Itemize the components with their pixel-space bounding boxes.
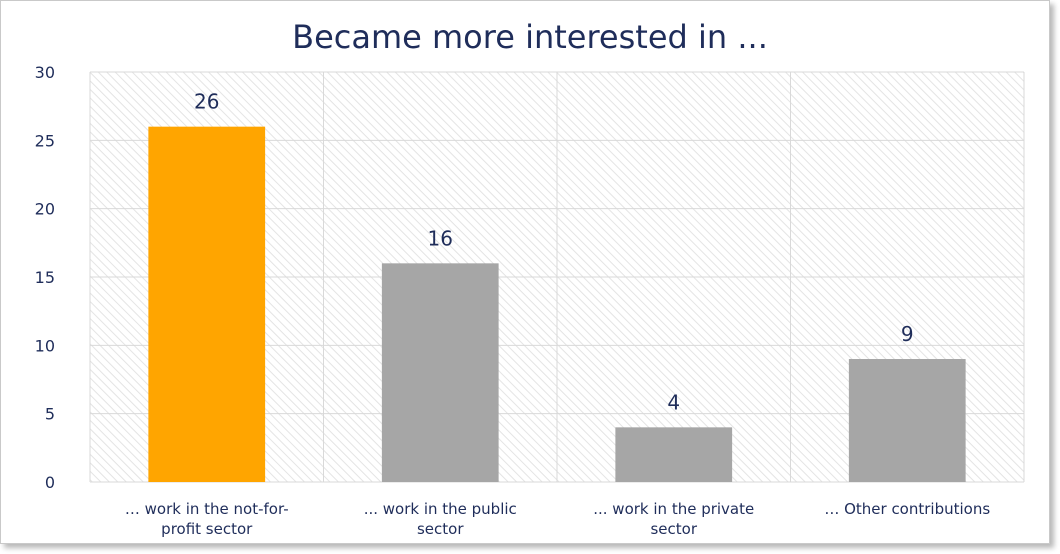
- x-tick-label: … Other contributions: [824, 500, 990, 518]
- x-tick-label: … work in the not-for-profit sector: [125, 500, 289, 538]
- y-tick-label: 30: [35, 63, 55, 82]
- y-tick-label: 5: [45, 405, 55, 424]
- x-tick-label: ... work in the private sector: [593, 500, 754, 538]
- data-label: 9: [901, 322, 914, 346]
- chart-title: Became more interested in ...: [292, 18, 768, 56]
- data-label: 26: [194, 90, 219, 114]
- y-tick-label: 25: [35, 131, 55, 150]
- bar: [148, 126, 266, 483]
- bar: [615, 427, 733, 482]
- bar: [848, 359, 966, 482]
- x-tick-label: ... work in the public sector: [364, 500, 517, 538]
- bar: [381, 263, 499, 482]
- y-tick-label: 10: [35, 336, 55, 355]
- data-label: 4: [667, 390, 680, 414]
- y-tick-label: 0: [45, 473, 55, 492]
- y-tick-label: 15: [35, 268, 55, 287]
- data-label: 16: [428, 226, 453, 250]
- y-tick-label: 20: [35, 200, 55, 219]
